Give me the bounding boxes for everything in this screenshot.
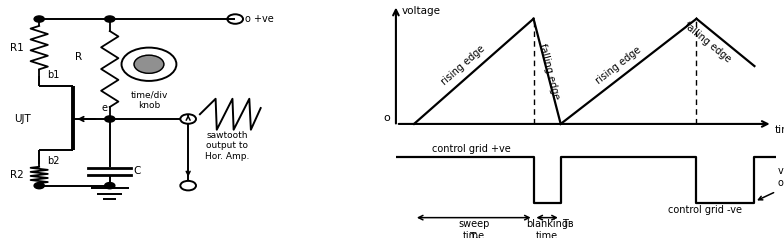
Text: time/div
knob: time/div knob <box>130 90 168 110</box>
Text: sawtooth
output to
Hor. Amp.: sawtooth output to Hor. Amp. <box>205 131 249 161</box>
Text: b1: b1 <box>47 70 60 80</box>
Text: o: o <box>383 113 390 123</box>
Text: rising edge: rising edge <box>593 45 643 86</box>
Text: control grid +ve: control grid +ve <box>432 144 511 154</box>
Text: blanking
time: blanking time <box>526 219 568 238</box>
Circle shape <box>34 183 44 189</box>
Circle shape <box>34 16 44 22</box>
Text: voltage applied
on control grid: voltage applied on control grid <box>778 166 784 188</box>
Text: falling edge: falling edge <box>537 42 561 100</box>
Text: rising edge: rising edge <box>440 44 487 87</box>
Circle shape <box>134 55 164 73</box>
Text: e: e <box>102 103 108 113</box>
Text: Tₛ: Tₛ <box>469 232 479 238</box>
Text: control grid -ve: control grid -ve <box>667 205 742 215</box>
Circle shape <box>104 183 114 189</box>
Text: R1: R1 <box>9 43 24 53</box>
Text: voltage: voltage <box>401 6 441 16</box>
Text: time: time <box>775 125 784 135</box>
Text: C: C <box>133 166 140 176</box>
Text: R: R <box>75 52 82 62</box>
Circle shape <box>104 116 114 122</box>
Text: falling edge: falling edge <box>682 20 733 64</box>
Text: sweep
time: sweep time <box>458 219 489 238</box>
Text: R2: R2 <box>9 170 24 180</box>
Text: o +ve: o +ve <box>245 14 274 24</box>
Text: Tʙ: Tʙ <box>562 219 574 229</box>
Text: UJT: UJT <box>15 114 31 124</box>
Text: b2: b2 <box>47 156 60 166</box>
Circle shape <box>104 16 114 22</box>
